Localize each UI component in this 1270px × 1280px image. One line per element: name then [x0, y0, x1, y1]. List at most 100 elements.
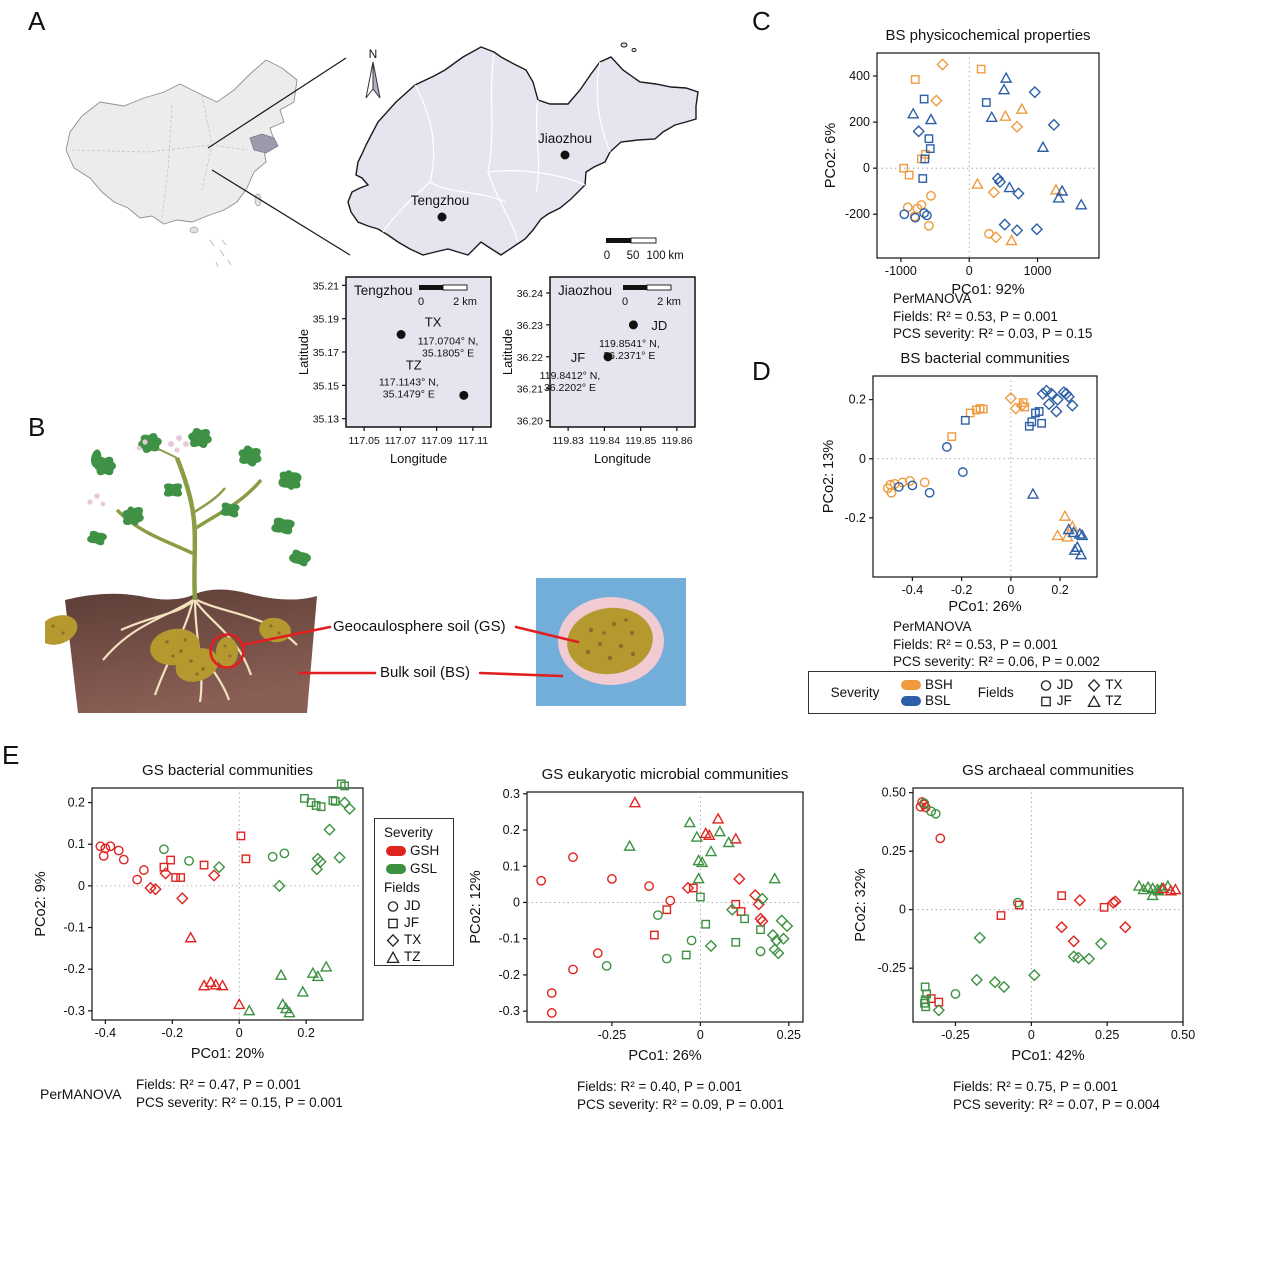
data-point — [960, 415, 970, 425]
data-point — [756, 925, 765, 935]
y-tick-label: 400 — [849, 69, 870, 83]
potato-plant-illustration — [45, 428, 317, 713]
data-point — [752, 898, 765, 911]
data-point — [904, 170, 914, 180]
y-tick-label: -200 — [845, 207, 870, 221]
y-axis-label: PCo2: 9% — [33, 871, 49, 936]
data-point — [207, 869, 221, 882]
x-tick-label: 0 — [966, 264, 973, 278]
data-point — [726, 903, 739, 916]
data-point — [924, 220, 934, 231]
y-tick-label: 0 — [859, 452, 866, 466]
chart-svg: 119.83 119.84 119.85 119.86 36.24 36.23 36.22 3… — [500, 276, 696, 466]
data-point — [910, 75, 920, 84]
data-point — [236, 831, 246, 841]
data-point — [976, 64, 986, 74]
data-point — [241, 854, 251, 864]
field-label: TX — [1105, 677, 1123, 692]
data-point — [1034, 407, 1044, 416]
y-tick-label: -0.25 — [878, 961, 907, 975]
site-dot — [459, 390, 469, 400]
data-point — [729, 832, 742, 844]
panel-e-letter: E — [2, 740, 20, 770]
data-point — [921, 210, 932, 221]
data-point — [1067, 935, 1080, 948]
y-axis-label: Latitude — [500, 329, 515, 375]
north-label: N — [369, 47, 378, 61]
severity-swatch — [901, 679, 921, 690]
y-tick-label: -0.3 — [498, 1004, 520, 1018]
permanova-stats-d: PerMANOVA Fields: R² = 0.53, P = 0.001 PCS… — [893, 619, 1100, 669]
data-point — [1067, 950, 1080, 963]
data-point — [149, 883, 162, 896]
data-point — [1045, 387, 1058, 400]
data-point — [681, 950, 691, 960]
x-tick-label: 0 — [1007, 583, 1014, 597]
y-tick-label: 0.3 — [503, 787, 520, 801]
stems — [115, 445, 263, 601]
data-point — [1073, 894, 1087, 907]
data-point — [283, 1006, 296, 1018]
data-point — [935, 833, 946, 844]
data-point — [159, 844, 169, 855]
diamond-icon — [386, 933, 400, 947]
data-point — [970, 973, 983, 987]
leaves — [87, 428, 311, 567]
data-point — [1071, 540, 1084, 552]
legend-fields-col2: TX TZ — [1087, 677, 1123, 708]
data-point — [243, 1004, 256, 1016]
data-point — [166, 855, 176, 865]
data-point — [310, 863, 324, 876]
data-point — [592, 948, 603, 959]
svg-text:50: 50 — [627, 250, 640, 262]
x-tick-label: -1000 — [885, 264, 917, 278]
data-point — [306, 798, 316, 807]
x-axis-label: Longitude — [390, 451, 447, 466]
data-point — [688, 883, 698, 893]
y-tick-label: 0.2 — [68, 796, 85, 810]
data-point — [999, 109, 1012, 121]
svg-text:km: km — [668, 250, 683, 262]
circle-icon — [387, 900, 399, 912]
y-tick-label: -0.1 — [498, 932, 520, 946]
site-coords: 119.8541° N, — [599, 338, 660, 350]
legend-severity-item: GSH — [386, 843, 453, 858]
data-point — [766, 928, 780, 942]
severity-swatch — [901, 695, 921, 706]
chart-svg: 117.05 117.07 117.09 117.11 35.21 35.19 35.17 3… — [296, 276, 492, 466]
y-tick-label: 0.2 — [849, 393, 866, 407]
data-point — [233, 997, 246, 1010]
y-tick-label: -0.2 — [63, 962, 85, 976]
data-point — [132, 874, 143, 885]
data-point — [907, 107, 920, 119]
y-tick-label: 36.22 — [517, 352, 543, 364]
data-point — [644, 881, 654, 892]
field-label: TX — [404, 932, 422, 947]
data-point — [184, 855, 194, 866]
y-axis-label: PCo2: 12% — [468, 870, 484, 943]
flowers — [87, 435, 189, 507]
data-point — [777, 932, 790, 945]
data-point — [924, 134, 934, 144]
data-point — [138, 865, 149, 875]
legend-severity-items: BSH BSL — [901, 677, 953, 708]
data-point — [998, 218, 1011, 231]
data-point — [985, 110, 998, 122]
data-point — [159, 867, 172, 880]
legend-severity-title: Severity — [384, 825, 433, 840]
chart-svg: BS bacterial communities -0.4 -0.2 0 0.2 0.2 0… — [821, 350, 1098, 615]
panel-c-letter: C — [752, 6, 771, 36]
svg-text:0: 0 — [604, 250, 610, 262]
scalebar-zero: 0 — [418, 296, 424, 308]
data-point — [1075, 198, 1088, 210]
soil-cross-section — [536, 578, 686, 706]
site-coords: 35.1805° E — [422, 348, 474, 360]
data-point — [601, 960, 612, 971]
data-point — [1055, 921, 1068, 934]
data-point — [1042, 397, 1056, 411]
data-point — [184, 931, 197, 943]
x-axis-label: PCo1: 92% — [951, 282, 1024, 298]
data-point — [780, 919, 794, 933]
data-point — [1099, 902, 1109, 912]
